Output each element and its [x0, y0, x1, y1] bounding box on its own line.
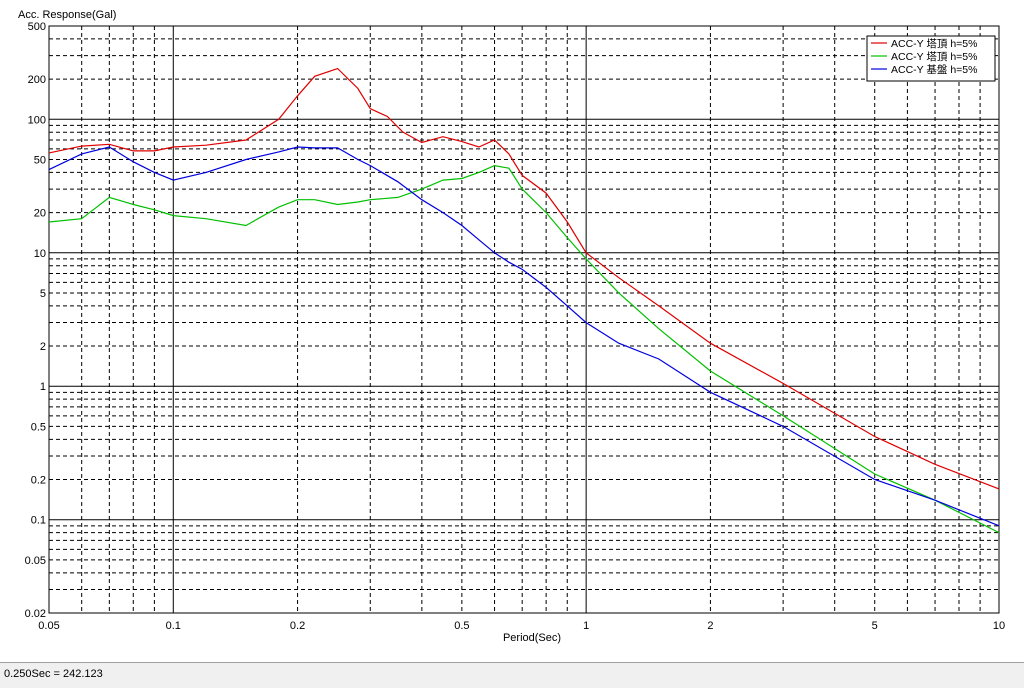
x-tick-label: 0.05	[38, 620, 59, 632]
grid-lines	[48, 25, 1000, 614]
y-tick-label: 0.05	[25, 555, 46, 567]
y-tick-label: 0.02	[25, 608, 46, 620]
y-tick-label: 10	[34, 248, 46, 260]
y-tick-label: 2	[40, 341, 46, 353]
y-tick-label: 200	[28, 74, 46, 86]
y-tick-label: 5	[40, 288, 46, 300]
y-tick-label: 20	[34, 208, 46, 220]
legend: ACC-Y 塔頂 h=5%ACC-Y 塔頂 h=5%ACC-Y 基盤 h=5%	[866, 35, 996, 82]
y-tick-label: 500	[28, 21, 46, 33]
y-tick-label: 50	[34, 154, 46, 166]
series-line-2	[48, 164, 1000, 534]
x-tick-label: 5	[872, 620, 878, 632]
y-tick-label: 0.1	[31, 515, 46, 527]
response-spectrum-chart: 0.05 0.1 0.2 0.5 1 2 5 10 500 200 100 50 20 10 5 2 1 0.5 0…	[18, 9, 1006, 644]
y-axis-title: Acc. Response(Gal)	[18, 9, 116, 21]
x-tick-label: 2	[707, 620, 713, 632]
x-tick-label: 0.2	[290, 620, 305, 632]
x-tick-label: 1	[583, 620, 589, 632]
x-tick-label: 0.1	[166, 620, 181, 632]
y-tick-label: 0.2	[31, 475, 46, 487]
y-tick-label: 1	[40, 381, 46, 393]
legend-box	[866, 35, 996, 82]
chart-window: 0.05 0.1 0.2 0.5 1 2 5 10 500 200 100 50 20 10 5 2 1 0.5 0…	[18, 9, 1006, 644]
tick-labels: 0.05 0.1 0.2 0.5 1 2 5 10 500 200 100 50 20 10 5 2 1 0.5 0…	[25, 21, 1006, 632]
legend-entry: ACC-Y 塔頂 h=5%	[891, 50, 977, 63]
status-bar: 0.250Sec = 242.123	[0, 662, 1024, 688]
series-layer	[48, 67, 1000, 534]
x-tick-label: 10	[993, 620, 1005, 632]
x-tick-label: 0.5	[454, 620, 469, 632]
series-line-3	[48, 146, 1000, 527]
y-tick-label: 0.5	[31, 421, 46, 433]
plot-frame	[48, 25, 1000, 614]
legend-entry: ACC-Y 基盤 h=5%	[891, 63, 977, 76]
x-axis-title: Period(Sec)	[503, 632, 561, 644]
cursor-readout: 0.250Sec = 242.123	[4, 668, 103, 680]
y-tick-label: 100	[28, 114, 46, 126]
series-line-1	[48, 67, 1000, 490]
legend-entry: ACC-Y 塔頂 h=5%	[891, 37, 977, 50]
